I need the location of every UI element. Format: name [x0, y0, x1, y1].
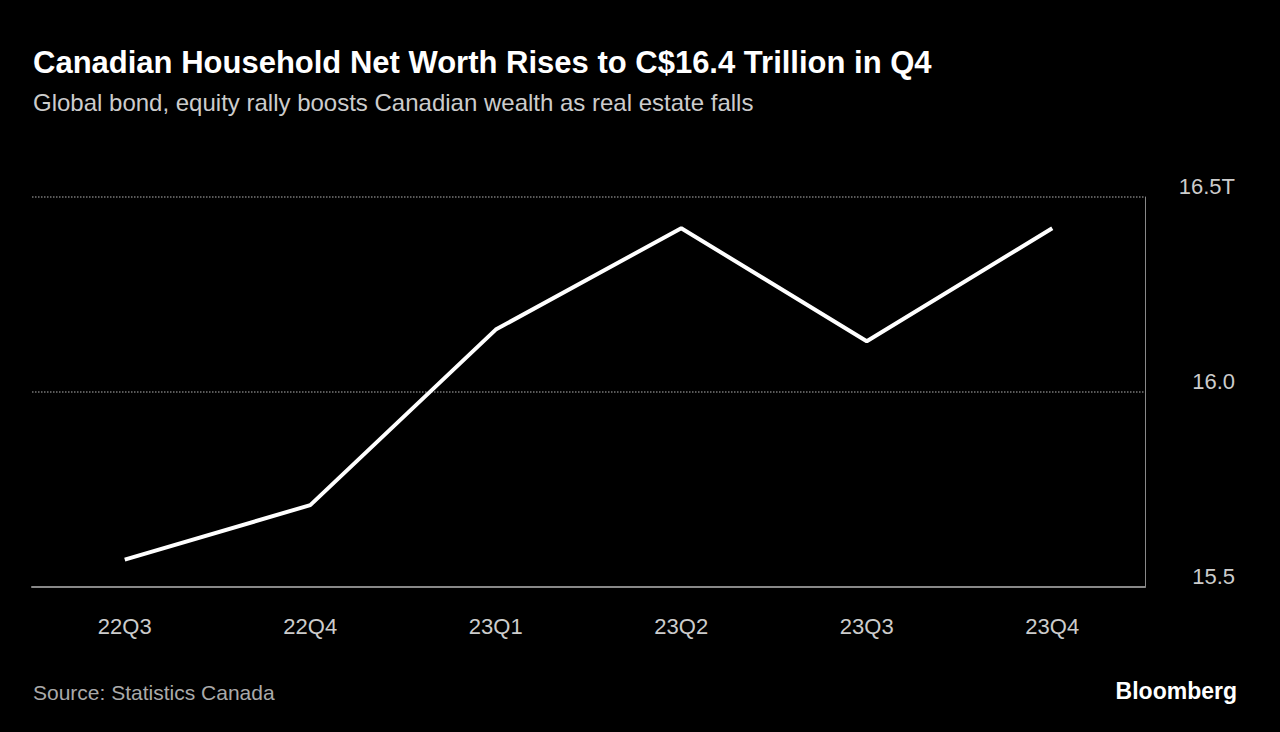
svg-text:16.0: 16.0	[1192, 369, 1235, 394]
svg-text:22Q4: 22Q4	[283, 614, 337, 639]
svg-text:23Q2: 23Q2	[654, 614, 708, 639]
svg-text:Canadian Household Net Worth R: Canadian Household Net Worth Rises to C$…	[33, 45, 932, 80]
svg-text:23Q4: 23Q4	[1025, 614, 1079, 639]
svg-text:Bloomberg: Bloomberg	[1116, 678, 1237, 704]
svg-text:Global bond, equity rally boos: Global bond, equity rally boosts Canadia…	[33, 89, 753, 116]
svg-text:23Q3: 23Q3	[840, 614, 894, 639]
svg-text:23Q1: 23Q1	[469, 614, 523, 639]
svg-text:22Q3: 22Q3	[98, 614, 152, 639]
svg-text:15.5: 15.5	[1192, 564, 1235, 589]
svg-text:16.5T: 16.5T	[1179, 174, 1235, 199]
svg-text:Source: Statistics Canada: Source: Statistics Canada	[33, 681, 275, 704]
